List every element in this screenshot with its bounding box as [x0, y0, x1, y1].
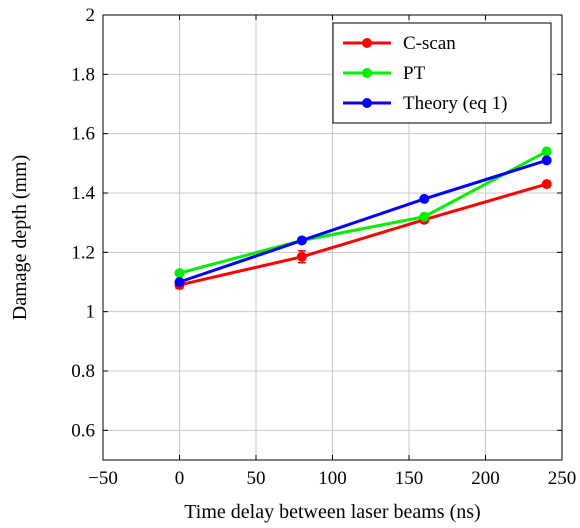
x-tick-label: 100 [318, 468, 347, 489]
data-point [296, 251, 307, 262]
x-axis-title: Time delay between laser beams (ns) [184, 501, 480, 523]
data-point [541, 146, 552, 157]
x-tick-label: 200 [471, 468, 500, 489]
legend-label: PT [403, 63, 426, 84]
data-series [174, 146, 552, 290]
legend-swatch-marker [362, 38, 372, 48]
data-point [541, 155, 552, 166]
y-tick-label: 1.6 [71, 124, 95, 145]
series-theory-eq-1 [174, 155, 552, 287]
data-point [296, 235, 307, 246]
y-tick-label: 0.8 [71, 361, 95, 382]
y-tick-label: 1.8 [71, 64, 95, 85]
legend-label: Theory (eq 1) [403, 93, 507, 114]
axis-ticks [102, 14, 563, 460]
x-tick-label: 50 [247, 468, 266, 489]
legend-swatch-marker [362, 68, 372, 78]
data-point [419, 193, 430, 204]
series-line [179, 182, 548, 287]
data-point [174, 268, 185, 279]
data-point [174, 277, 185, 287]
y-tick-label: 1.4 [71, 183, 95, 204]
data-point [419, 211, 430, 222]
x-tick-label: −50 [88, 468, 118, 489]
tick-labels: −50 0 50 100 150 200 250 0.6 0.8 1 1.2 1.4 1.6 1.8 2 [71, 5, 576, 489]
y-tick-label: 2 [86, 5, 96, 26]
x-tick-label: 150 [395, 468, 424, 489]
series-pt [174, 146, 552, 279]
y-tick-label: 0.6 [71, 420, 95, 441]
series-c-scan [174, 179, 552, 290]
x-tick-label: 250 [548, 468, 577, 489]
data-point [541, 179, 552, 190]
y-tick-label: 1.2 [71, 242, 95, 263]
x-tick-label: 0 [175, 468, 185, 489]
y-tick-label: 1 [86, 302, 96, 323]
legend-swatch-marker [362, 98, 372, 108]
series-line [179, 150, 548, 275]
legend-label: C-scan [403, 33, 456, 54]
legend: C-scan PT Theory (eq 1) [332, 22, 552, 124]
series-line [179, 158, 548, 284]
y-axis-title: Damage depth (mm) [9, 155, 31, 321]
